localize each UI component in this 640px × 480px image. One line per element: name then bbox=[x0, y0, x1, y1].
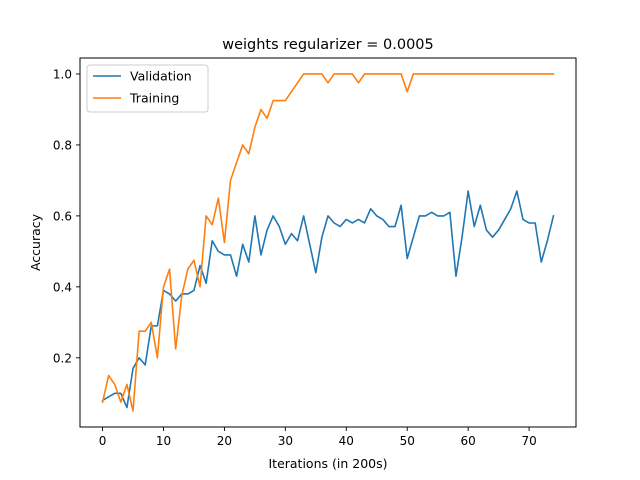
y-axis: 0.2 0.4 0.6 0.8 1.0 bbox=[53, 67, 80, 365]
series-line-validation bbox=[101, 190, 555, 409]
x-tick-label: 60 bbox=[461, 434, 476, 448]
legend-label-training: Training bbox=[129, 91, 179, 106]
legend: Validation Training bbox=[86, 64, 209, 113]
y-tick-label: 0.4 bbox=[53, 280, 72, 294]
legend-label-validation: Validation bbox=[130, 69, 192, 84]
x-tick-label: 30 bbox=[278, 434, 293, 448]
plot-frame bbox=[79, 57, 577, 428]
series-line-training bbox=[101, 73, 555, 412]
y-tick-label: 0.6 bbox=[53, 209, 72, 223]
chart-title: weights regularizer = 0.0005 bbox=[222, 37, 434, 53]
x-tick-label: 0 bbox=[99, 434, 107, 448]
y-tick-label: 0.2 bbox=[53, 351, 72, 365]
x-tick-label: 20 bbox=[217, 434, 232, 448]
y-tick-label: 0.8 bbox=[53, 138, 72, 152]
x-axis-label: Iterations (in 200s) bbox=[268, 456, 387, 471]
x-tick-label: 40 bbox=[339, 434, 354, 448]
x-tick-label: 50 bbox=[400, 434, 415, 448]
x-tick-label: 10 bbox=[156, 434, 171, 448]
y-axis-label: Accuracy bbox=[28, 213, 43, 271]
x-axis: 0 10 20 30 40 50 60 70 bbox=[99, 427, 537, 448]
series-layer bbox=[101, 73, 555, 412]
y-tick-label: 1.0 bbox=[53, 67, 72, 81]
x-tick-label: 70 bbox=[521, 434, 536, 448]
